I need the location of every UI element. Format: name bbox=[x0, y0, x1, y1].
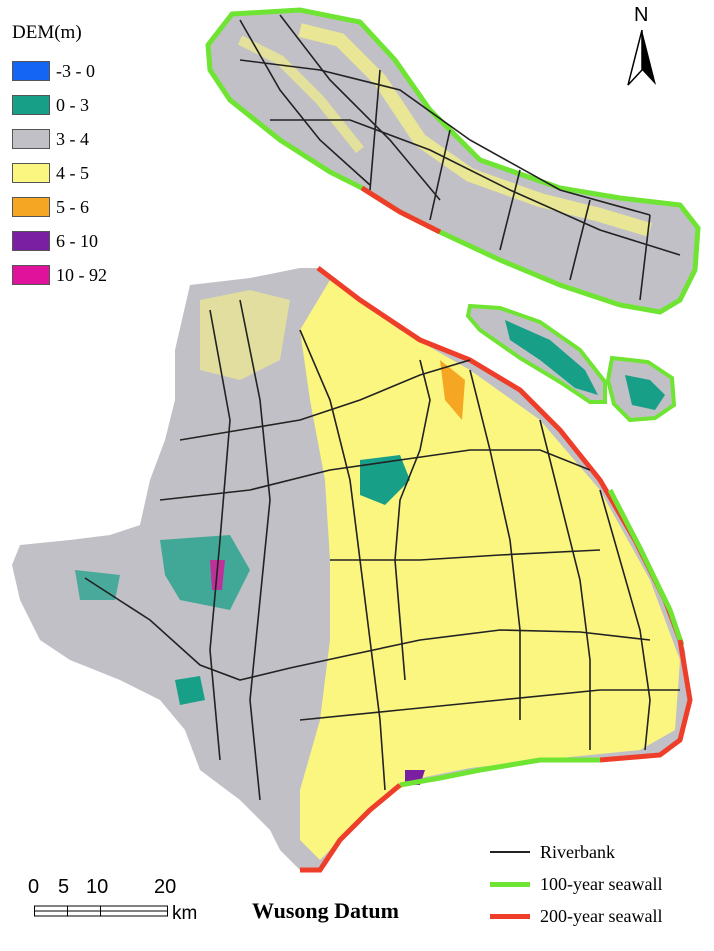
scale-bar bbox=[34, 905, 168, 917]
legend-title: DEM(m) bbox=[12, 22, 82, 43]
north-label: N bbox=[634, 4, 649, 26]
scale-tick: 5 bbox=[58, 876, 70, 898]
legend-item: 6 - 10 bbox=[12, 230, 98, 252]
legend-swatch bbox=[12, 129, 50, 149]
seawall-200-line bbox=[490, 913, 530, 919]
scale-tick: 20 bbox=[154, 876, 177, 898]
legend-swatch bbox=[12, 197, 50, 217]
legend-label: 10 - 92 bbox=[56, 264, 107, 285]
legend-swatch bbox=[12, 95, 50, 115]
legend-item: 10 - 92 bbox=[12, 264, 107, 286]
legend-swatch bbox=[12, 163, 50, 183]
riverbank-line bbox=[490, 851, 530, 853]
legend-item: 0 - 3 bbox=[12, 94, 89, 116]
legend-label: 4 - 5 bbox=[56, 162, 89, 183]
scale-tick: 0 bbox=[28, 876, 40, 898]
legend-label: 0 - 3 bbox=[56, 94, 89, 115]
key-200yr: 200-year seawall bbox=[490, 904, 662, 928]
legend-item: 5 - 6 bbox=[12, 196, 89, 218]
key-label: 200-year seawall bbox=[540, 905, 663, 926]
datum-label: Wusong Datum bbox=[252, 898, 399, 923]
scale-tick: 10 bbox=[86, 876, 109, 898]
legend-label: -3 - 0 bbox=[56, 60, 95, 81]
legend-item: 4 - 5 bbox=[12, 162, 89, 184]
legend-label: 3 - 4 bbox=[56, 128, 89, 149]
legend-label: 5 - 6 bbox=[56, 196, 89, 217]
key-label: 100-year seawall bbox=[540, 873, 663, 894]
legend-swatch bbox=[12, 265, 50, 285]
key-100yr: 100-year seawall bbox=[490, 872, 662, 896]
legend-item: -3 - 0 bbox=[12, 60, 95, 82]
seawall-100-line bbox=[490, 881, 530, 887]
legend-swatch bbox=[12, 61, 50, 81]
key-label: Riverbank bbox=[540, 841, 615, 862]
legend-swatch bbox=[12, 231, 50, 251]
scale-unit: km bbox=[172, 903, 198, 924]
north-arrow-icon bbox=[627, 30, 656, 86]
legend-label: 6 - 10 bbox=[56, 230, 98, 251]
key-riverbank: Riverbank bbox=[490, 840, 615, 864]
legend-item: 3 - 4 bbox=[12, 128, 89, 150]
